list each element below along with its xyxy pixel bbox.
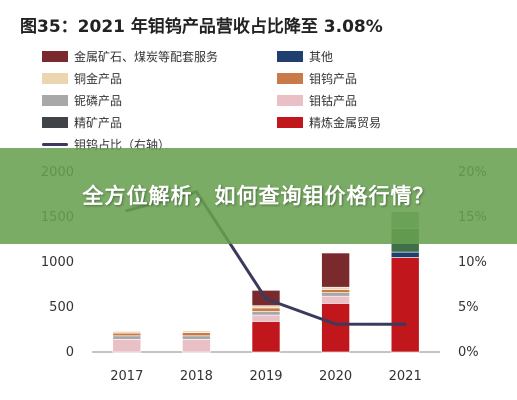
chart-bars [112,211,420,353]
x-tick-label: 2019 [249,369,282,384]
bar-segment [182,339,211,353]
bar-segment [112,330,142,334]
chart-title: 图35：2021 年钼钨产品营收占比降至 3.08% [20,17,383,37]
x-tick-label: 2020 [319,369,352,384]
legend-label-refined-trade: 精炼金属贸易 [309,116,382,130]
bar-segment [112,332,142,337]
legend-label-copper-gold: 铜金产品 [74,72,123,86]
x-tick-label: 2021 [389,369,422,384]
legend-swatch-copper-cobalt [277,95,303,106]
bar-segment [390,251,420,258]
bar-segment [182,335,211,340]
bar-segment [321,292,350,297]
bar-segment [112,335,142,340]
y-right-tick-label: 10% [458,255,487,270]
bar-segment [251,311,281,316]
legend-line-ratio [42,143,68,146]
legend-swatch-concentrate [42,117,68,128]
bar-segment [321,289,350,293]
bar-segment [251,314,281,322]
y-right-tick-label: 5% [458,300,479,315]
ratio-point [403,322,407,326]
overlay-banner: 全方位解析，如何查询钼价格行情？ [0,148,517,244]
bar-segment [182,330,211,333]
legend-swatch-niobium-phosphate [42,95,68,106]
y-left-tick-label: 1000 [41,255,74,270]
y-right-tick-label: 0% [458,345,479,360]
y-left-tick-label: 500 [49,300,74,315]
legend-swatch-moly-tungsten [277,73,303,84]
legend-item-other: 其他 [277,48,333,65]
x-tick-label: 2018 [180,369,213,384]
legend-item-copper-cobalt: 钼钴产品 [277,92,357,109]
bar-segment [390,257,420,353]
legend-swatch-refined-trade [277,117,303,128]
legend-item-moly-tungsten: 钼钨产品 [277,70,357,87]
legend-label-niobium-phosphate: 铌磷产品 [74,94,123,108]
bar-segment [321,286,350,290]
legend-label-copper-cobalt: 钼钴产品 [309,94,358,108]
bar-segment [112,339,142,353]
bar-segment [321,303,350,353]
legend-item-refined-trade: 精炼金属贸易 [277,114,381,131]
legend-label-services: 金属矿石、煤炭等配套服务 [74,50,219,64]
bar-segment [251,307,281,312]
ratio-point [334,322,338,326]
legend-swatch-copper-gold [42,73,68,84]
legend-item-services: 金属矿石、煤炭等配套服务 [42,48,218,65]
x-tick-label: 2017 [110,369,143,384]
bar-segment [182,332,211,337]
legend-item-concentrate: 精矿产品 [42,114,122,131]
bar-segment [251,321,281,353]
bar-segment [321,252,350,288]
bar-segment [321,295,350,304]
ratio-point [264,297,268,301]
overlay-banner-text: 全方位解析，如何查询钼价格行情？ [82,184,435,208]
y-left-tick-label: 0 [66,345,74,360]
legend-item-niobium-phosphate: 铌磷产品 [42,92,122,109]
legend-swatch-services [42,51,68,62]
legend-swatch-other [277,51,303,62]
legend-label-concentrate: 精矿产品 [74,116,123,130]
legend-label-other: 其他 [309,50,334,64]
legend-item-copper-gold: 铜金产品 [42,70,122,87]
bar-segment [251,305,281,309]
legend-label-moly-tungsten: 钼钨产品 [309,72,358,86]
